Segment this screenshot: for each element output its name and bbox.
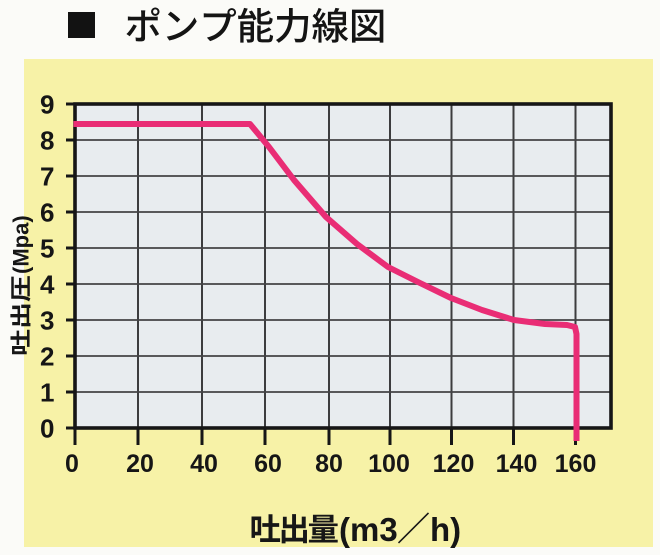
svg-text:0: 0 [40, 414, 54, 444]
svg-text:h): h) [430, 511, 461, 548]
svg-text:9: 9 [40, 90, 54, 120]
svg-text:3: 3 [40, 306, 54, 336]
svg-text:120: 120 [433, 450, 475, 478]
svg-text:140: 140 [496, 450, 538, 478]
svg-text:0: 0 [65, 450, 79, 478]
svg-text:20: 20 [126, 450, 154, 478]
svg-text:(m3: (m3 [339, 511, 398, 548]
svg-text:8: 8 [40, 126, 54, 156]
svg-text:6: 6 [40, 198, 54, 228]
svg-text:5: 5 [40, 234, 54, 264]
svg-text:7: 7 [40, 162, 54, 192]
svg-text:40: 40 [190, 450, 218, 478]
svg-text:60: 60 [254, 450, 282, 478]
svg-text:1: 1 [40, 378, 54, 408]
svg-text:(Mpa): (Mpa) [9, 215, 34, 274]
svg-text:100: 100 [368, 450, 410, 478]
svg-text:2: 2 [40, 342, 54, 372]
svg-text:4: 4 [40, 270, 55, 300]
svg-text:80: 80 [315, 450, 343, 478]
svg-text:160: 160 [555, 450, 597, 478]
